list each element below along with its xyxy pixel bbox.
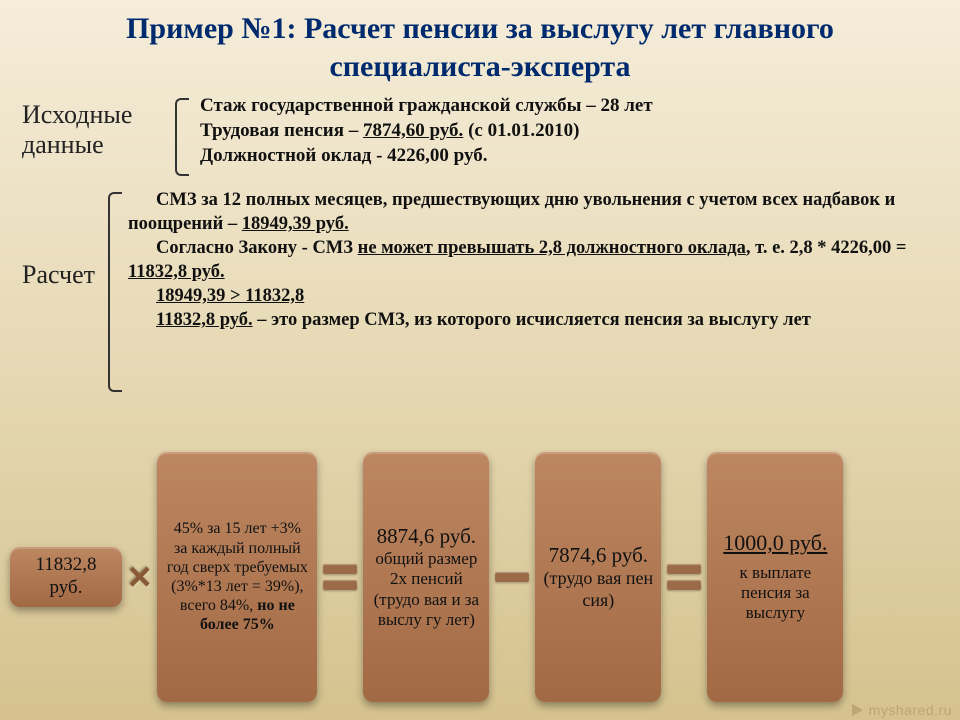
box-labor-pension: 7874,6 руб. (трудо вая пен сия) [535, 452, 661, 702]
amount: 8874,6 руб. [371, 524, 481, 549]
watermark: myshared.ru [850, 702, 952, 718]
amount: 7874,6 руб. [543, 543, 653, 568]
text: всего 84%, [180, 597, 257, 614]
input-data-block: Стаж государственной гражданской службы … [200, 93, 920, 168]
text: Трудовая пенсия – [200, 120, 363, 141]
calc-p1: СМЗ за 12 полных месяцев, предшествующих… [128, 188, 938, 236]
play-icon [850, 703, 864, 717]
base-amount: 11832,8 руб. [156, 310, 253, 330]
desc: (трудо вая пен сия) [543, 568, 653, 611]
box-payout: 1000,0 руб. к выплате пенсия за выслугу [707, 452, 843, 702]
calc-block: СМЗ за 12 полных месяцев, предшествующих… [128, 188, 938, 332]
watermark-text: myshared.ru [869, 702, 952, 718]
calc-p2: Согласно Закону - СМЗ не может превышать… [128, 236, 938, 284]
text: , т. е. 2,8 * 4226,00 = [746, 238, 907, 258]
desc: к выплате пенсия за выслугу [715, 563, 835, 624]
box-base-smz: 11832,8 руб. [10, 547, 122, 607]
calc-p4: 11832,8 руб. – это размер СМЗ, из которо… [128, 308, 938, 332]
bracket-input [175, 98, 189, 176]
calc-section-label: Расчет [22, 260, 95, 290]
text: (с 01.01.2010) [463, 120, 579, 141]
amount: 1000,0 руб. [715, 530, 835, 556]
text: Согласно Закону - СМЗ [156, 238, 358, 258]
operator-minus [493, 572, 531, 582]
box-total-pensions: 8874,6 руб. общий размер 2х пенсий (труд… [363, 452, 489, 702]
pension-amount: 7874,60 руб. [363, 120, 463, 141]
input-section-label: Исходные данные [22, 100, 162, 160]
text: – это размер СМЗ, из которого исчисляетс… [253, 310, 811, 330]
smz-amount: 18949,39 руб. [242, 214, 349, 234]
operator-equals-1 [321, 564, 359, 590]
text: 45% за 15 лет +3% за каждый полный год с… [167, 520, 308, 595]
input-line-1: Стаж государственной гражданской службы … [200, 93, 920, 118]
desc: общий размер 2х пенсий (трудо вая и за в… [371, 549, 481, 631]
operator-multiply: × [126, 555, 153, 600]
box-percent-rule: 45% за 15 лет +3% за каждый полный год с… [157, 452, 317, 702]
calc-p3: 18949,39 > 11832,8 [128, 284, 938, 308]
input-line-3: Должностной оклад - 4226,00 руб. [200, 143, 920, 168]
input-line-2: Трудовая пенсия – 7874,60 руб. (с 01.01.… [200, 118, 920, 143]
bracket-calc [108, 192, 122, 392]
limit-amount: 11832,8 руб. [128, 262, 225, 282]
formula-row: 11832,8 руб. × 45% за 15 лет +3% за кажд… [10, 452, 950, 702]
page-title: Пример №1: Расчет пенсии за выслугу лет … [0, 0, 960, 89]
operator-equals-2 [665, 564, 703, 590]
rule: не может превышать 2,8 должностного окла… [358, 238, 746, 258]
